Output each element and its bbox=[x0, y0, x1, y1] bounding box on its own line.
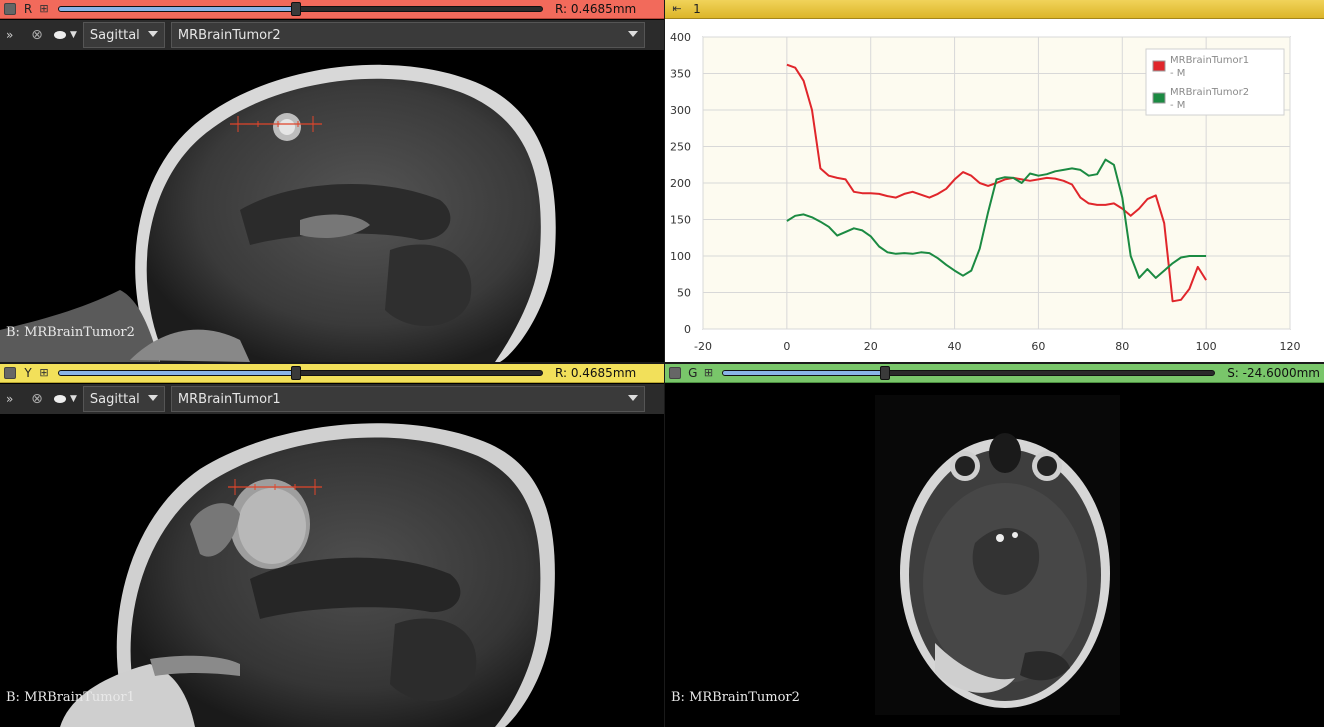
y-tick-label: 0 bbox=[684, 323, 691, 336]
chevron-down-icon[interactable]: ▼ bbox=[70, 394, 77, 404]
chevron-right-icon[interactable]: » bbox=[6, 392, 14, 406]
slice-canvas[interactable]: B: MRBrainTumor2 bbox=[0, 50, 664, 362]
brain-sagittal-image bbox=[0, 64, 556, 362]
background-volume-label: B: MRBrainTumor2 bbox=[6, 325, 135, 340]
orientation-value: Sagittal bbox=[89, 27, 140, 43]
x-tick-label: 120 bbox=[1280, 340, 1301, 353]
y-tick-label: 100 bbox=[670, 250, 691, 263]
legend-swatch-1 bbox=[1152, 60, 1166, 72]
link-icon[interactable]: ⊞ bbox=[39, 366, 49, 379]
volume-value: MRBrainTumor1 bbox=[177, 391, 281, 407]
y-tick-label: 400 bbox=[670, 31, 691, 44]
legend-swatch-2 bbox=[1152, 92, 1166, 104]
pin-icon[interactable] bbox=[669, 367, 681, 379]
yellow-controller: » ⊗ ▼ Sagittal MRBrainTumor1 bbox=[0, 384, 664, 414]
y-tick-label: 350 bbox=[670, 68, 691, 81]
orientation-select[interactable]: Sagittal bbox=[82, 386, 165, 412]
x-tick-label: 0 bbox=[783, 340, 790, 353]
volume-value: MRBrainTumor2 bbox=[177, 27, 281, 43]
legend-box bbox=[1145, 48, 1285, 116]
volume-select[interactable]: MRBrainTumor2 bbox=[170, 22, 645, 48]
volume-select[interactable]: MRBrainTumor1 bbox=[170, 386, 645, 412]
visibility-icon[interactable] bbox=[54, 31, 66, 39]
chevron-down-icon bbox=[627, 31, 638, 37]
y-tick-label: 150 bbox=[670, 214, 691, 227]
y-tick-label: 200 bbox=[670, 177, 691, 190]
slice-offset-value: R: 0.4685mm bbox=[555, 2, 637, 16]
green-slice-bar: G ⊞ S: -24.6000mm bbox=[665, 364, 1324, 383]
slider-thumb[interactable] bbox=[880, 366, 891, 380]
legend-label-2a: MRBrainTumor2 bbox=[1170, 87, 1249, 98]
pin-icon[interactable]: ⇤ bbox=[672, 2, 682, 15]
chevron-down-icon bbox=[147, 31, 158, 37]
slice-offset-value: R: 0.4685mm bbox=[555, 366, 637, 380]
orientation-select[interactable]: Sagittal bbox=[82, 22, 165, 48]
x-tick-label: 80 bbox=[1115, 340, 1129, 353]
x-tick-label: -20 bbox=[694, 340, 712, 353]
view-options-icon[interactable]: ⊗ bbox=[31, 391, 43, 407]
chevron-down-icon bbox=[627, 395, 638, 401]
x-tick-label: 60 bbox=[1031, 340, 1045, 353]
y-tick-label: 300 bbox=[670, 104, 691, 117]
slice-canvas[interactable]: B: MRBrainTumor2 bbox=[665, 383, 1324, 727]
view-options-icon[interactable]: ⊗ bbox=[31, 27, 43, 43]
red-slice-bar: R ⊞ R: 0.4685mm bbox=[0, 0, 664, 19]
y-tick-label: 50 bbox=[677, 287, 691, 300]
plot-chart[interactable]: -20 0 20 40 60 80 100 1200501001502002503003504… bbox=[665, 19, 1324, 362]
view-letter: G bbox=[688, 366, 698, 380]
chevron-down-icon[interactable]: ▼ bbox=[70, 30, 77, 40]
chevron-down-icon bbox=[147, 395, 158, 401]
green-slice-view[interactable]: G ⊞ S: -24.6000mm bbox=[665, 364, 1324, 727]
axis-ticks: -20 0 20 40 60 80 100 1200501001502002503003504… bbox=[670, 31, 1301, 353]
view-letter: R bbox=[23, 2, 33, 16]
chart-view[interactable]: ⇤ 1 -20 0 20 40 60 80 100 120 0 50 100 150 200 250 300… bbox=[665, 0, 1324, 362]
slider-fill bbox=[59, 7, 296, 11]
slider-thumb[interactable] bbox=[290, 366, 301, 380]
chart-legend[interactable]: MRBrainTumor1 - M MRBrainTumor2 - M bbox=[1145, 48, 1285, 116]
chart-bar: ⇤ 1 bbox=[665, 0, 1324, 19]
slider-fill bbox=[59, 371, 296, 375]
link-icon[interactable]: ⊞ bbox=[39, 2, 49, 15]
red-controller: » ⊗ ▼ Sagittal MRBrainTumor2 bbox=[0, 20, 664, 50]
chart-layout-id: 1 bbox=[693, 2, 701, 16]
yellow-slice-bar: Y ⊞ R: 0.4685mm bbox=[0, 364, 664, 383]
background-volume-label: B: MRBrainTumor2 bbox=[671, 690, 800, 705]
slice-offset-slider[interactable] bbox=[58, 366, 543, 380]
slice-canvas[interactable]: B: MRBrainTumor1 bbox=[0, 414, 664, 727]
y-tick-label: 250 bbox=[670, 141, 691, 154]
slider-thumb[interactable] bbox=[290, 2, 301, 16]
link-icon[interactable]: ⊞ bbox=[703, 366, 714, 379]
x-tick-label: 20 bbox=[864, 340, 878, 353]
chevron-right-icon[interactable]: » bbox=[6, 28, 14, 42]
x-tick-label: 100 bbox=[1196, 340, 1217, 353]
x-tick-label: 40 bbox=[948, 340, 962, 353]
legend-label-2b: - M bbox=[1170, 100, 1185, 111]
pin-icon[interactable] bbox=[4, 3, 16, 15]
background-volume-label: B: MRBrainTumor1 bbox=[6, 690, 135, 705]
legend-label-1a: MRBrainTumor1 bbox=[1170, 55, 1249, 66]
grid-lines bbox=[702, 36, 1291, 330]
brain-axial-image bbox=[875, 395, 1120, 715]
brain-sagittal-image bbox=[60, 423, 555, 727]
series-layer bbox=[786, 63, 1207, 303]
orientation-value: Sagittal bbox=[89, 391, 140, 407]
slice-offset-slider[interactable] bbox=[722, 366, 1216, 380]
visibility-icon[interactable] bbox=[54, 395, 66, 403]
yellow-slice-view[interactable]: Y ⊞ R: 0.4685mm » ⊗ ▼ Sagittal MRBrainTu… bbox=[0, 364, 664, 727]
view-letter: Y bbox=[24, 366, 32, 380]
slice-offset-slider[interactable] bbox=[58, 2, 543, 16]
slice-offset-value: S: -24.6000mm bbox=[1227, 366, 1320, 380]
pin-icon[interactable] bbox=[4, 367, 16, 379]
red-slice-view[interactable]: R ⊞ R: 0.4685mm » ⊗ ▼ Sagittal MRBrainTu… bbox=[0, 0, 664, 362]
legend-label-1b: - M bbox=[1170, 68, 1185, 79]
slider-fill bbox=[723, 371, 886, 375]
series-line-2 bbox=[786, 158, 1207, 279]
